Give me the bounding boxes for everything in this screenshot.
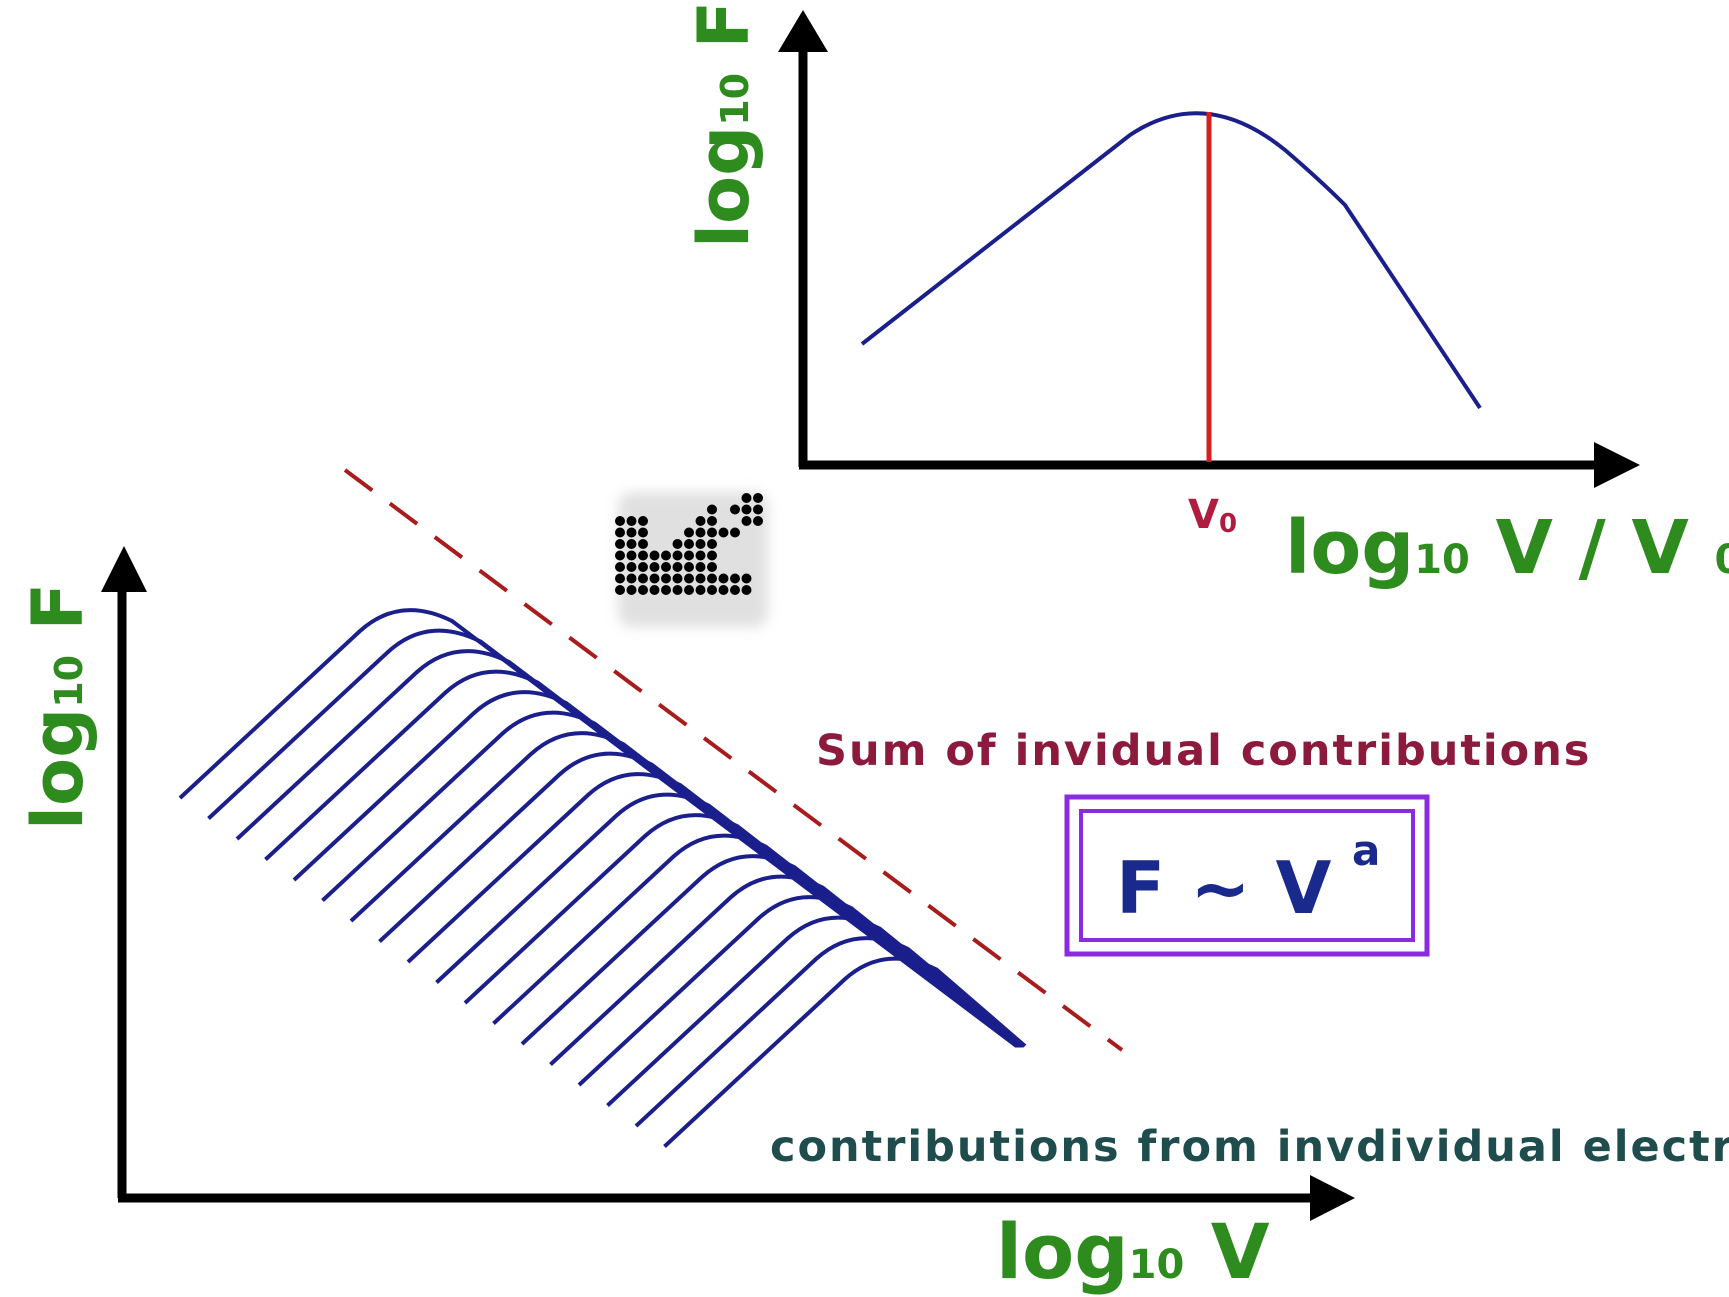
- formula-exponent: a: [1352, 826, 1380, 875]
- top-spectrum-curve: [860, 111, 1482, 410]
- top-y-axis-arrow-icon: [778, 10, 828, 52]
- electron-curve: [349, 731, 1021, 1048]
- top-plot: V0 log10 V / V 0 log10 F: [683, 1, 1729, 591]
- electron-curve: [577, 895, 1025, 1087]
- electron-curve: [435, 792, 1023, 1048]
- bottom-x-axis-arrow-icon: [1310, 1175, 1355, 1221]
- individual-electrons-label: contributions from invdividual electrons: [770, 1122, 1729, 1172]
- top-y-axis-label: log10 F: [683, 1, 765, 248]
- sum-of-contributions-line: [343, 468, 1124, 1052]
- formula-text: F ~ V: [1116, 846, 1332, 930]
- bottom-plot: Sum of invidual contributions F ~ V a co…: [17, 468, 1729, 1296]
- electron-curve: [207, 628, 1019, 1048]
- electron-contribution-curves: [178, 608, 1027, 1148]
- electron-curve: [520, 854, 1024, 1048]
- bottom-y-axis-arrow-icon: [101, 546, 147, 592]
- electron-curve: [378, 751, 1022, 1048]
- bottom-x-axis-label: log10 V: [996, 1207, 1270, 1296]
- top-x-axis-label: log10 V / V 0: [1285, 505, 1729, 591]
- electron-curve: [178, 608, 1018, 1048]
- peak-frequency-label: V0: [1188, 492, 1237, 539]
- top-x-axis-arrow-icon: [1594, 442, 1640, 488]
- dot-matrix-logo-icon: [615, 492, 768, 627]
- electron-curve: [606, 915, 1026, 1107]
- formula-box: F ~ V a: [1064, 794, 1430, 957]
- electron-curve: [406, 772, 1022, 1048]
- electron-curve: [663, 956, 1027, 1148]
- electron-curve: [235, 649, 1019, 1048]
- electron-curve: [634, 936, 1026, 1128]
- electron-curve: [492, 833, 1024, 1048]
- electron-curve: [321, 710, 1021, 1048]
- electron-curve: [463, 813, 1023, 1048]
- electron-curve: [292, 690, 1020, 1048]
- electron-curve: [264, 669, 1020, 1048]
- bottom-y-axis-label: log10 F: [17, 583, 99, 830]
- electron-curve: [549, 874, 1025, 1066]
- sum-of-contributions-label: Sum of invidual contributions: [816, 726, 1591, 776]
